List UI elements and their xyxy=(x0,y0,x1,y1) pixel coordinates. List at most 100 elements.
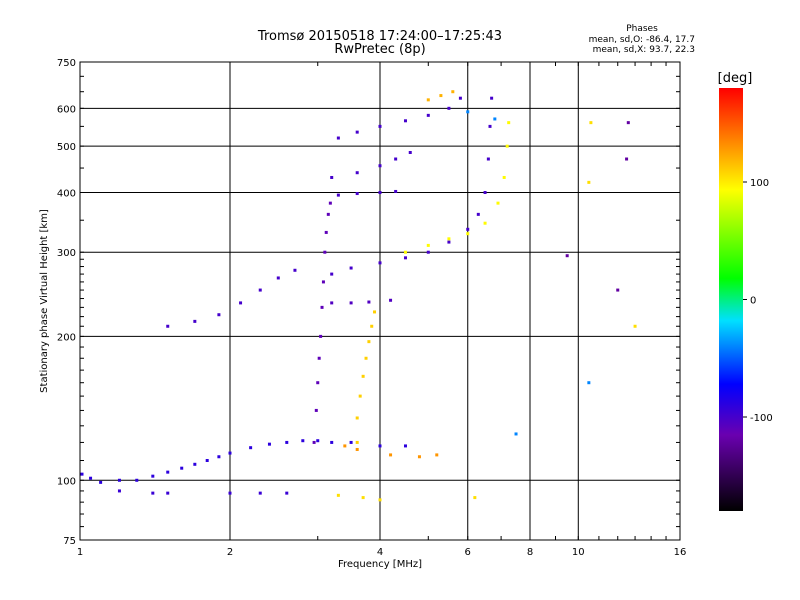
y-axis-ticks: 75 100 200 300 400 500 600 750 xyxy=(57,58,680,547)
x-tick-label: 1 xyxy=(77,547,83,558)
x-tick-label: 10 xyxy=(572,547,585,558)
echo-point xyxy=(496,201,500,205)
echo-point xyxy=(367,300,371,304)
echo-point xyxy=(276,276,280,280)
echo-point xyxy=(166,491,170,495)
echo-point xyxy=(349,440,353,444)
echo-point xyxy=(80,472,84,476)
echo-point xyxy=(403,256,407,260)
echo-point xyxy=(205,458,209,462)
echo-point xyxy=(378,164,382,168)
echo-point xyxy=(473,496,477,500)
echo-point xyxy=(426,113,430,117)
echo-point xyxy=(505,144,509,148)
echo-point xyxy=(355,416,359,420)
echo-point xyxy=(625,157,629,161)
x-tick-label: 4 xyxy=(377,547,383,558)
echo-point xyxy=(312,440,316,444)
echo-point xyxy=(330,301,334,305)
colorbar xyxy=(719,88,743,511)
echo-point xyxy=(317,356,321,360)
echo-point xyxy=(483,190,487,194)
colorbar-ticks: 100 0 -100 xyxy=(743,178,773,424)
colorbar-label: [deg] xyxy=(718,71,753,86)
echo-point xyxy=(193,319,197,323)
y-tick-label: 75 xyxy=(63,536,76,547)
echo-point xyxy=(355,447,359,451)
echo-point xyxy=(336,136,340,140)
echo-point xyxy=(355,192,359,196)
echo-point xyxy=(483,221,487,225)
echo-point xyxy=(403,444,407,448)
echo-points xyxy=(80,90,637,502)
echo-point xyxy=(439,94,443,98)
echo-point xyxy=(293,268,297,272)
echo-point xyxy=(514,432,518,436)
echo-point xyxy=(321,280,325,284)
echo-trace xyxy=(336,189,398,197)
y-tick-label: 300 xyxy=(57,248,76,259)
y-tick-label: 200 xyxy=(57,332,76,343)
echo-point xyxy=(364,356,368,360)
echo-point xyxy=(408,150,412,154)
echo-point xyxy=(587,180,591,184)
echo-point xyxy=(117,489,121,493)
echo-point xyxy=(589,121,593,125)
echo-point xyxy=(502,175,506,179)
echo-point xyxy=(89,476,93,480)
echo-point xyxy=(466,227,470,231)
echo-point xyxy=(378,498,382,502)
phase-stats-heading: Phases xyxy=(626,24,658,34)
echo-point xyxy=(180,466,184,470)
echo-point xyxy=(324,230,328,234)
echo-trace xyxy=(466,110,591,436)
echo-point xyxy=(466,232,470,236)
echo-point xyxy=(447,237,451,241)
echo-point xyxy=(239,301,243,305)
echo-point xyxy=(355,130,359,134)
echo-point xyxy=(458,96,462,100)
y-tick-label: 500 xyxy=(57,142,76,153)
echo-point xyxy=(326,212,330,216)
echo-point xyxy=(349,301,353,305)
echo-point xyxy=(151,474,155,478)
echo-point xyxy=(488,124,492,128)
chart-title: Tromsø 20150518 17:24:00–17:25:43 xyxy=(257,29,502,44)
echo-point xyxy=(319,334,323,338)
echo-point xyxy=(358,394,362,398)
echo-point xyxy=(166,470,170,474)
echo-point xyxy=(316,381,320,385)
echo-point xyxy=(135,478,139,482)
echo-point xyxy=(336,493,340,497)
echo-point xyxy=(633,324,637,328)
echo-point xyxy=(389,298,393,302)
phase-stats-x: mean, sd,X: 93.7, 22.3 xyxy=(593,45,695,55)
echo-point xyxy=(486,157,490,161)
echo-trace xyxy=(565,121,630,292)
echo-point xyxy=(417,455,421,459)
echo-trace xyxy=(343,444,439,459)
echo-point xyxy=(403,119,407,123)
echo-trace xyxy=(80,439,407,484)
x-tick-label: 16 xyxy=(674,547,687,558)
echo-point xyxy=(314,408,318,412)
echo-point xyxy=(267,442,271,446)
x-axis-label: Frequency [MHz] xyxy=(338,559,422,570)
echo-trace xyxy=(117,489,289,495)
echo-point xyxy=(389,453,393,457)
y-axis-label: Stationary phase Virtual Height [km] xyxy=(39,209,50,393)
echo-point xyxy=(476,212,480,216)
echo-point xyxy=(447,106,451,110)
echo-point xyxy=(285,491,289,495)
echo-point xyxy=(355,171,359,175)
echo-point xyxy=(435,453,439,457)
echo-point xyxy=(228,491,232,495)
colorbar-tick-label: -100 xyxy=(750,413,773,424)
echo-point xyxy=(426,98,430,102)
echo-point xyxy=(426,250,430,254)
echo-trace xyxy=(336,121,637,502)
y-tick-label: 750 xyxy=(57,58,76,69)
echo-point xyxy=(336,193,340,197)
echo-point xyxy=(166,324,170,328)
